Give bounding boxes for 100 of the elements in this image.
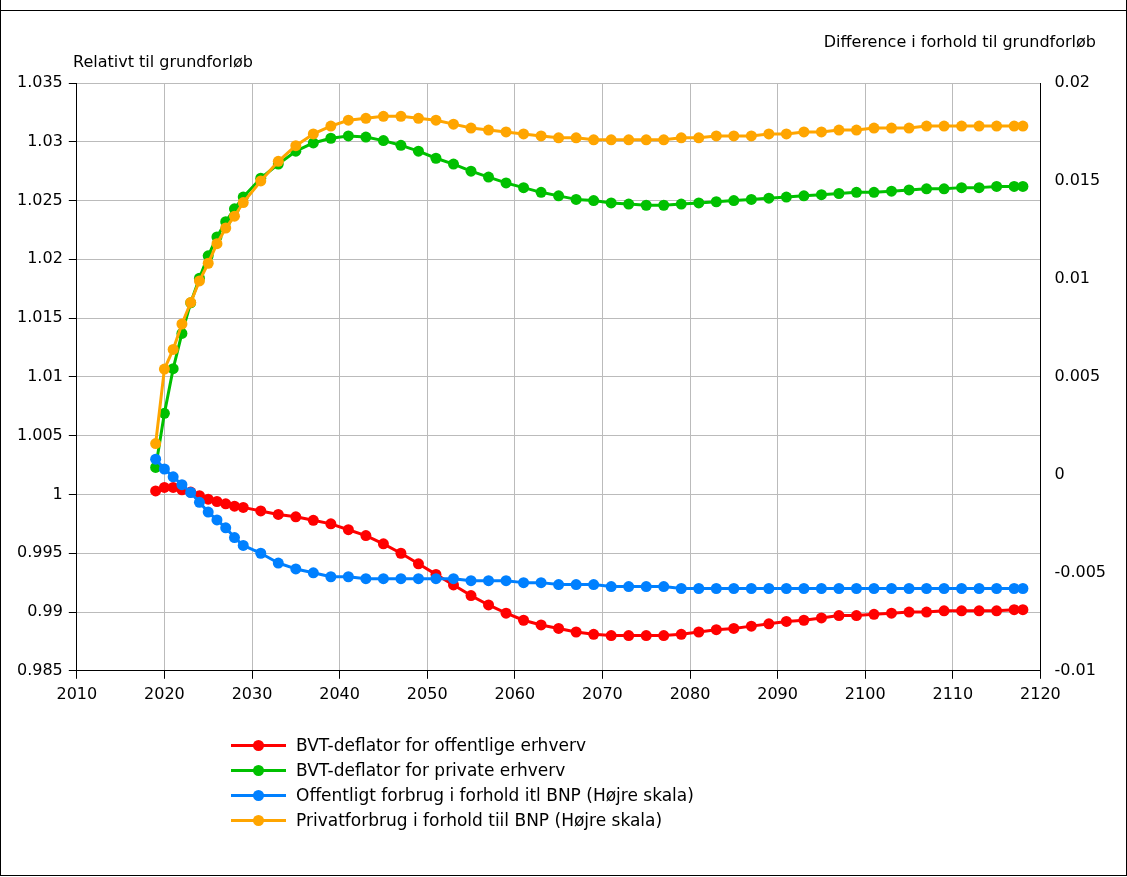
y-tick-label: 1.025 [16, 189, 63, 209]
point [307, 567, 319, 579]
legend-label: Privatforbrug i forhold tiil BNP (Højre skala) [296, 809, 663, 832]
point [675, 198, 687, 210]
point [868, 122, 880, 134]
point [500, 607, 512, 619]
point [290, 511, 302, 523]
point [815, 189, 827, 201]
point [850, 186, 862, 198]
x-tick-label: 2090 [757, 683, 798, 703]
point [921, 606, 933, 618]
point [693, 197, 705, 209]
point [693, 626, 705, 638]
point [158, 363, 170, 375]
point [1017, 180, 1029, 192]
x-tick-label: 2100 [844, 683, 886, 703]
point [868, 608, 880, 620]
point [921, 583, 933, 595]
point [658, 199, 670, 211]
point [176, 318, 188, 330]
point [658, 134, 670, 146]
y-tick-label: 1 [52, 483, 63, 503]
point [272, 557, 284, 569]
point [658, 630, 670, 642]
point [447, 573, 459, 585]
point [500, 177, 512, 189]
point [307, 514, 319, 526]
y2-tick-label: 0 [1054, 464, 1065, 484]
y-tick-label: 0.99 [27, 601, 63, 621]
point [570, 132, 582, 144]
point [158, 481, 170, 493]
x-tick-label: 2040 [319, 683, 360, 703]
point [465, 122, 477, 134]
point [745, 583, 757, 595]
point [921, 120, 933, 132]
y-tick-label: 1.01 [27, 366, 63, 386]
point [228, 210, 240, 222]
point [693, 583, 705, 595]
point [395, 573, 407, 585]
point [623, 581, 635, 593]
point [588, 628, 600, 640]
point [150, 453, 162, 465]
point [193, 496, 205, 508]
point [833, 610, 845, 622]
point [675, 583, 687, 595]
point [815, 583, 827, 595]
point [658, 581, 670, 593]
point [553, 190, 565, 202]
point [588, 579, 600, 591]
point [850, 610, 862, 622]
point [377, 538, 389, 550]
x-tick-label: 2120 [1020, 683, 1061, 703]
point [973, 605, 985, 617]
point [868, 583, 880, 595]
point [956, 605, 968, 617]
point [483, 171, 495, 183]
point [956, 583, 968, 595]
point [570, 626, 582, 638]
point [780, 583, 792, 595]
point [693, 132, 705, 144]
point [710, 583, 722, 595]
x-tick-label: 2080 [669, 683, 711, 703]
point [220, 522, 232, 534]
point [921, 183, 933, 195]
point [763, 128, 775, 140]
y-tick-label: 1.005 [16, 424, 63, 444]
point [710, 130, 722, 142]
y-tick-label: 1.02 [27, 248, 63, 268]
point [623, 198, 635, 210]
point [158, 463, 170, 475]
y2-tick-label: 0.005 [1054, 366, 1101, 386]
point [237, 539, 249, 551]
point [360, 530, 372, 542]
point [938, 605, 950, 617]
point [956, 120, 968, 132]
point [228, 532, 240, 544]
point [325, 571, 337, 583]
point [465, 590, 477, 602]
point [991, 605, 1003, 617]
point [728, 622, 740, 634]
legend-label: BVT-deflator for private erhverv [296, 759, 566, 782]
point [535, 130, 547, 142]
point [342, 524, 354, 536]
point [412, 558, 424, 570]
point [745, 193, 757, 205]
point [500, 575, 512, 587]
point [763, 583, 775, 595]
point [815, 126, 827, 138]
point [886, 185, 897, 197]
point [150, 485, 162, 497]
point [430, 152, 442, 164]
point [325, 120, 337, 132]
y2-tick-label: -0.01 [1054, 659, 1096, 679]
point [412, 112, 424, 124]
point [465, 575, 477, 587]
point [377, 135, 389, 147]
point [780, 128, 792, 140]
point [763, 192, 775, 204]
point [325, 132, 337, 144]
point [167, 471, 179, 483]
